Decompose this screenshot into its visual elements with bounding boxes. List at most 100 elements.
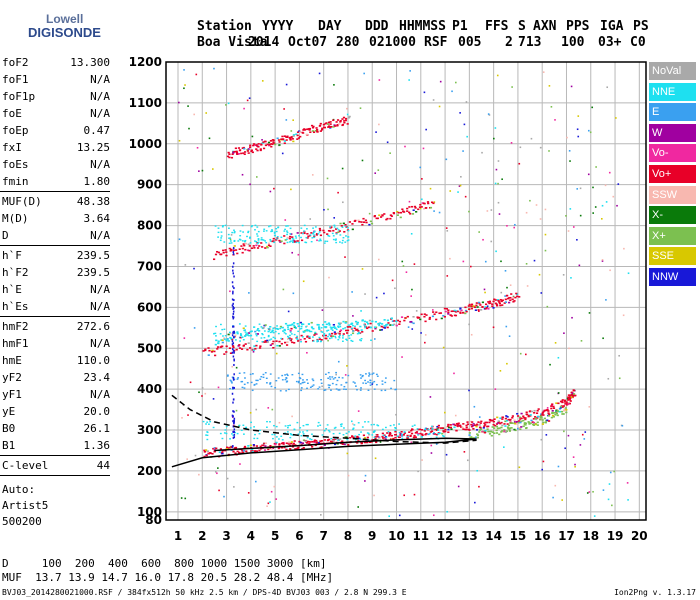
echo-point [503, 302, 506, 304]
echo-point [225, 351, 228, 353]
echo-point [490, 434, 493, 437]
echo-point [383, 325, 386, 327]
noise-point [554, 119, 556, 121]
echo-point [360, 339, 363, 342]
echo-point [494, 299, 497, 301]
echo-point [287, 425, 290, 427]
noise-point [225, 104, 227, 106]
noise-point [421, 198, 423, 201]
noise-point [588, 406, 591, 408]
echo-point [286, 233, 289, 236]
param-name: M(D) [2, 212, 29, 225]
noise-point [513, 226, 516, 229]
noise-point [473, 405, 476, 408]
echo-point [508, 301, 511, 304]
echo-point [312, 340, 315, 342]
echo-point [269, 325, 272, 328]
echo-point [281, 439, 284, 441]
noise-point [232, 424, 235, 427]
noise-point [251, 135, 254, 138]
echo-point [287, 335, 289, 338]
echo-point [233, 421, 235, 424]
echo-point [231, 281, 234, 284]
noise-point [378, 79, 381, 81]
echo-point [364, 325, 367, 327]
echo-point [211, 349, 214, 352]
echo-point [282, 138, 285, 141]
echo-point [382, 434, 385, 437]
echo-point [394, 436, 397, 439]
echo-point [298, 131, 302, 134]
echo-point [330, 337, 333, 339]
echo-point [413, 205, 417, 208]
param-name: foF2 [2, 56, 29, 69]
echo-point [344, 225, 347, 227]
noise-point [188, 127, 190, 130]
echo-point [370, 424, 373, 426]
echo-point [329, 226, 331, 228]
echo-point [252, 144, 255, 147]
echo-point [435, 311, 438, 314]
echo-point [447, 428, 450, 431]
noise-point [500, 291, 503, 294]
echo-point [254, 450, 257, 452]
echo-point [265, 241, 268, 244]
echo-point [488, 418, 491, 421]
echo-point [296, 138, 299, 140]
echo-point [310, 326, 314, 328]
echo-point [435, 436, 438, 438]
echo-point [492, 423, 495, 426]
echo-point [341, 340, 344, 342]
echo-point [505, 294, 509, 297]
echo-point [561, 399, 564, 401]
noise-point [591, 106, 594, 109]
echo-point [296, 232, 299, 234]
x-tick-label: 7 [320, 529, 328, 543]
header-value: RSF [424, 35, 448, 50]
echo-point [271, 433, 274, 436]
noise-point [374, 172, 377, 174]
noise-point [359, 107, 362, 109]
echo-point [341, 377, 344, 379]
echo-point [380, 323, 384, 325]
x-tick-label: 18 [582, 529, 599, 543]
echo-point [289, 339, 293, 342]
noise-point [341, 167, 344, 170]
digisonde-logo: Lowell DIGISONDE [6, 8, 116, 48]
echo-point [232, 251, 235, 254]
echo-point [317, 442, 321, 444]
echo-point [244, 329, 247, 331]
echo-point [365, 373, 367, 375]
echo-point [364, 219, 368, 222]
noise-point [342, 201, 344, 204]
echo-point [375, 373, 378, 376]
echo-point [467, 305, 470, 307]
echo-point [263, 230, 265, 232]
echo-point [283, 135, 286, 137]
echo-point [335, 388, 338, 390]
echo-point [383, 319, 386, 321]
echo-point [447, 431, 450, 434]
echo-point [315, 233, 319, 235]
echo-point [232, 325, 235, 328]
echo-point [264, 442, 268, 445]
x-tick-label: 14 [485, 529, 502, 543]
noise-point [181, 417, 183, 419]
noise-point [519, 146, 522, 149]
echo-point [305, 236, 308, 239]
noise-point [490, 240, 493, 243]
echo-point [501, 299, 504, 302]
noise-point [386, 141, 389, 144]
echo-point [246, 249, 250, 252]
echo-point [360, 221, 363, 223]
echo-point [238, 238, 241, 241]
echo-point [364, 421, 366, 423]
echo-point [338, 241, 341, 243]
echo-point [249, 373, 252, 376]
echo-point [297, 446, 300, 449]
echo-point [238, 248, 241, 250]
noise-point [574, 465, 576, 468]
echo-point [222, 251, 225, 254]
echo-point [357, 331, 360, 334]
header-label: S [518, 19, 526, 34]
